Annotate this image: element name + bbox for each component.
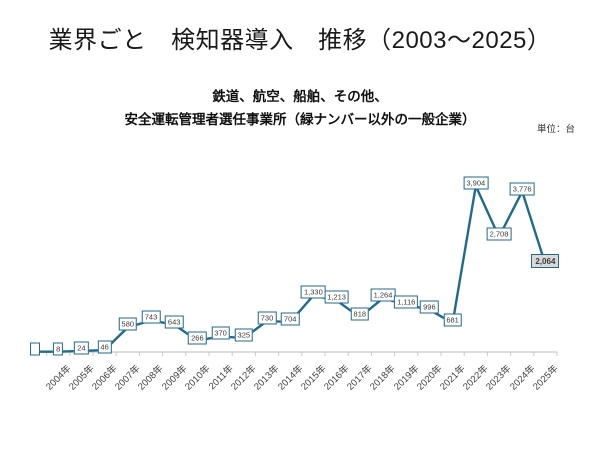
data-point-label: 730 [257, 311, 277, 325]
data-point-label: 1,213 [324, 290, 349, 304]
trend-line [35, 182, 547, 353]
data-point-label: 2,064 [531, 254, 560, 269]
data-point-label: 1,264 [370, 288, 396, 302]
data-point-label: 2,708 [486, 227, 512, 241]
data-point-label: 643 [164, 315, 184, 329]
page-title: 業界ごと 検知器導入 推移（2003～2025） [48, 27, 552, 54]
data-point-label: 704 [280, 312, 300, 326]
data-point-label: 818 [350, 307, 370, 321]
unit-label: 単位：台 [536, 124, 575, 135]
data-point-label: 46 [97, 340, 112, 354]
data-point-label: 370 [211, 326, 230, 340]
data-point-label: 266 [188, 331, 207, 345]
subtitle-line-1: 鉄道、航空、船舶、その他、 [212, 89, 388, 104]
data-point-label: 24 [74, 341, 89, 355]
data-point-label: 3,776 [509, 182, 535, 196]
data-point-label: 3,904 [463, 176, 489, 190]
data-point-label: 1,116 [394, 295, 419, 309]
data-point-label: 681 [443, 313, 462, 327]
data-point-label: 580 [118, 317, 138, 331]
plot-area: 8 24 46 580 743 643 266 370 325 730 704 1,330 1,213 8… [30, 150, 585, 430]
data-point-label: 8 [53, 342, 64, 356]
data-point-label: 325 [234, 328, 254, 342]
subtitle-line-2: 安全運転管理者選任事業所（緑ナンバー以外の一般企業） [124, 112, 476, 127]
data-point-label: 743 [141, 310, 161, 324]
trend-line-chart: 8 24 46 580 743 643 266 370 325 730 704 1,330 1,213 8… [30, 150, 585, 430]
data-point-label: 996 [420, 300, 439, 314]
data-point-label-clipped [30, 342, 40, 356]
data-point-label: 1,330 [301, 285, 326, 299]
